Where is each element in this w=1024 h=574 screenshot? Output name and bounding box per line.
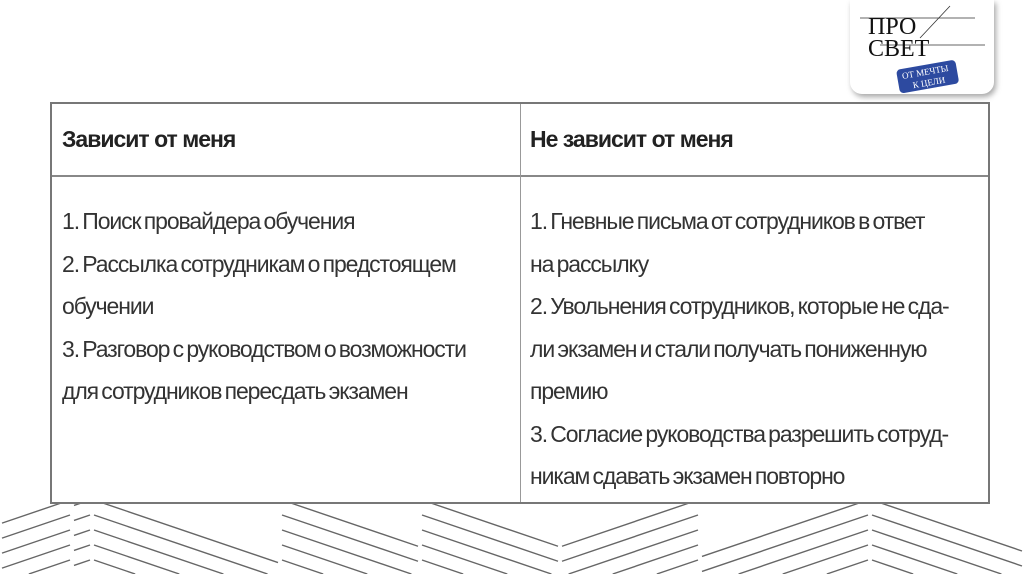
pattern-line <box>1 544 71 569</box>
list-item: премию <box>530 378 608 404</box>
pattern-line <box>561 514 699 562</box>
pattern-line <box>738 529 869 574</box>
svg-text:ПРО: ПРО <box>868 14 916 40</box>
pattern-line <box>73 514 91 522</box>
list-item: 2. Рассылка сотрудникам о предстоящем <box>62 250 457 277</box>
pattern-line <box>421 559 464 574</box>
list-item: 1. Поиск провайдера обучения <box>62 208 356 234</box>
header-not-depends-on-me: Не зависит от меня <box>530 126 734 152</box>
list-item: 3. Разговор с руководством о возможности <box>62 335 467 362</box>
header-depends-on-me: Зависит от меня <box>62 126 236 152</box>
pattern-line <box>656 559 699 574</box>
svg-text:СВЕТ: СВЕТ <box>868 36 930 62</box>
pattern-line <box>281 514 419 562</box>
list-item: обучении <box>62 293 154 319</box>
list-item: никам сдавать экзамен повторно <box>530 463 845 489</box>
pattern-line <box>871 544 958 574</box>
pattern-line <box>782 544 869 574</box>
pattern-line <box>281 559 324 574</box>
pattern-line <box>1 514 71 539</box>
pattern-line <box>93 514 268 574</box>
column-divider <box>520 104 521 502</box>
pattern-line <box>421 544 508 574</box>
pattern-line <box>73 544 91 552</box>
pattern-line <box>701 514 869 573</box>
pattern-line <box>421 499 559 547</box>
pattern-line <box>871 529 1002 574</box>
pattern-line <box>93 499 279 564</box>
pattern-line <box>871 499 1023 552</box>
right-column-content: 1. Гневные письма от сотрудников в ответ… <box>530 200 985 498</box>
pattern-line <box>28 559 71 574</box>
pattern-line <box>871 559 914 574</box>
pattern-line <box>1 529 71 554</box>
list-item: для сотрудников пересдать экзамен <box>62 378 409 404</box>
list-item: на рассылку <box>530 250 649 277</box>
pattern-line <box>93 559 136 574</box>
list-item: 2. Увольнения сотрудников, которые не сд… <box>530 293 950 319</box>
pattern-line <box>281 544 368 574</box>
pattern-line <box>421 514 559 562</box>
pattern-line <box>826 559 869 574</box>
left-column-content: 1. Поиск провайдера обучения 2. Рассылка… <box>62 200 517 413</box>
list-item: 3. Согласие руководства разрешить сотруд… <box>530 420 949 447</box>
pattern-line <box>281 499 419 547</box>
list-item: 1. Гневные письма от сотрудников в ответ <box>530 208 925 234</box>
pattern-line <box>73 559 91 567</box>
pattern-line <box>93 529 224 574</box>
pattern-line <box>561 499 699 547</box>
prosvet-logo: ПРО СВЕТ ОТ МЕЧТЫ К ЦЕЛИ <box>850 0 994 94</box>
pattern-line <box>73 529 91 537</box>
list-item: ли экзамен и стали получать пониженную <box>530 335 927 362</box>
pattern-line <box>612 544 699 574</box>
pattern-line <box>701 499 869 558</box>
pattern-line <box>568 529 699 574</box>
pattern-line <box>421 529 552 574</box>
pattern-line <box>281 529 412 574</box>
pattern-line <box>93 544 180 574</box>
dependency-table: Зависит от меня Не зависит от меня 1. По… <box>50 102 990 504</box>
pattern-line <box>871 514 1023 567</box>
